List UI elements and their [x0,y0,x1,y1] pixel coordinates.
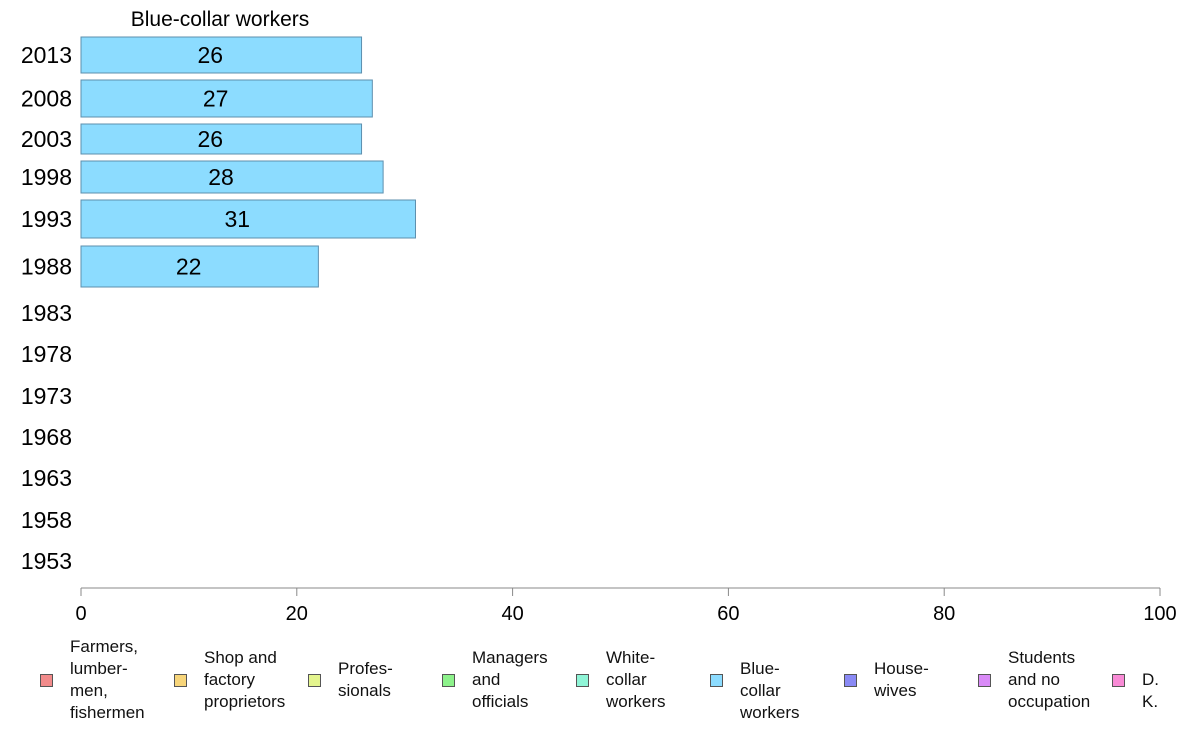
bar-value-label: 28 [208,164,234,190]
legend-swatch [710,674,723,687]
year-label: 2003 [21,126,72,152]
x-tick-label: 40 [501,603,523,625]
legend-swatch [978,674,991,687]
bar [80,36,363,74]
legend-label: House- wives [874,659,929,700]
year-label: 1983 [21,300,72,326]
year-label: 2008 [21,86,72,112]
chart-title: Blue-collar workers [131,8,310,31]
x-tick-label: 0 [75,603,86,625]
x-axis: 0 20 40 60 80 100 [75,587,1177,625]
legend-label: Farmers, lumber- men, fishermen [70,637,145,722]
legend-swatch [576,674,589,687]
bar-value-label: 27 [203,86,229,112]
legend-label: Students and no occupation [1008,648,1091,711]
bar [80,199,416,239]
bar-value-label: 31 [224,206,250,232]
bar-value-label: 26 [197,126,223,152]
bar [80,79,373,118]
x-tick-label: 20 [286,603,308,625]
x-tick-label: 60 [717,603,739,625]
legend-label: Profes- sionals [338,659,393,700]
bar [80,245,319,288]
legend-swatch [308,674,321,687]
year-label: 1998 [21,164,72,190]
legend-label: Blue-collar workers [740,659,800,722]
legend-label: Managers and officials [472,648,548,711]
year-label: 1993 [21,206,72,232]
bar [80,160,384,194]
bars-group: 26 27 26 28 31 22 [80,36,416,288]
legend-label: Shop and factory proprietors [204,648,286,711]
legend-swatch [844,674,857,687]
legend-label: D. K. [1142,670,1159,711]
bar [80,123,363,155]
x-tick-label: 100 [1143,603,1176,625]
legend-label: White- collar workers [606,648,666,711]
year-label: 2013 [21,42,72,68]
year-label: 1953 [21,548,72,574]
legend-swatch [442,674,455,687]
year-label: 1963 [21,465,72,491]
year-label: 1968 [21,424,72,450]
bar-value-label: 22 [176,254,202,280]
year-label: 1978 [21,341,72,367]
bar-value-label: 26 [197,42,223,68]
year-labels-group: 2013 2008 2003 1998 1993 1988 1983 1978 1973 1968… [21,42,72,574]
legend-swatch [174,674,187,687]
legend-swatch [1112,674,1125,687]
legend-swatch [40,674,53,687]
year-label: 1973 [21,383,72,409]
year-label: 1988 [21,254,72,280]
year-label: 1958 [21,507,72,533]
x-tick-label: 80 [933,603,955,625]
